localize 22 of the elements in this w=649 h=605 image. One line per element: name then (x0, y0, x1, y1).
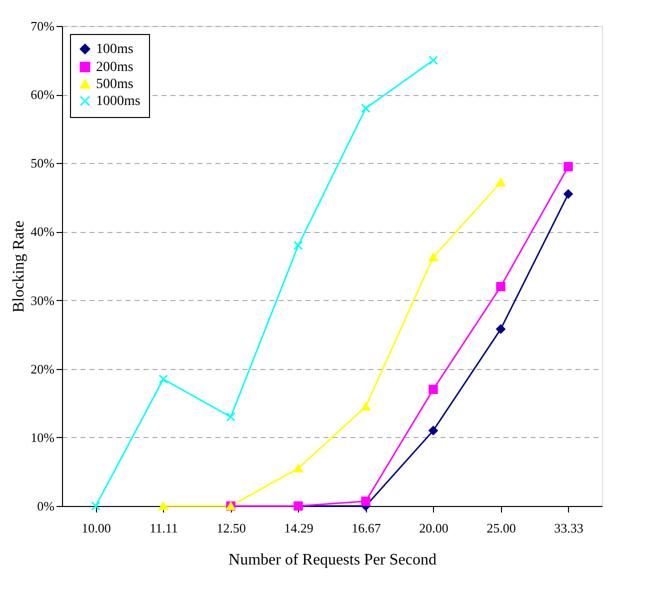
y-tick-label: 20% (30, 361, 55, 376)
legend-label: 100ms (96, 42, 134, 57)
y-tick-label: 10% (30, 430, 55, 445)
x-tick-label: 33.33 (554, 520, 584, 536)
y-tick-label: 40% (30, 224, 55, 240)
y-axis-title: Blocking Rate (10, 220, 28, 312)
legend-label: 500ms (96, 77, 134, 92)
x-tick-label: 16.67 (352, 520, 382, 536)
y-tick-label: 0% (37, 498, 55, 514)
x-tick-label: 11.11 (150, 520, 178, 536)
legend-label: 1000ms (96, 94, 140, 109)
legend-label: 200ms (96, 60, 134, 75)
y-tick-label: 30% (30, 292, 55, 308)
x-tick-label: 10.00 (82, 520, 111, 536)
x-axis-title: Number of Requests Per Second (228, 552, 436, 568)
x-tick-label: 25.00 (486, 520, 516, 536)
x-tick-label: 20.00 (419, 520, 448, 536)
y-tick-label: 50% (30, 156, 55, 171)
x-tick-label: 12.50 (216, 520, 246, 536)
y-tick-label: 70% (30, 18, 55, 34)
y-tick-label: 60% (30, 87, 55, 102)
x-tick-label: 14.29 (284, 520, 314, 536)
